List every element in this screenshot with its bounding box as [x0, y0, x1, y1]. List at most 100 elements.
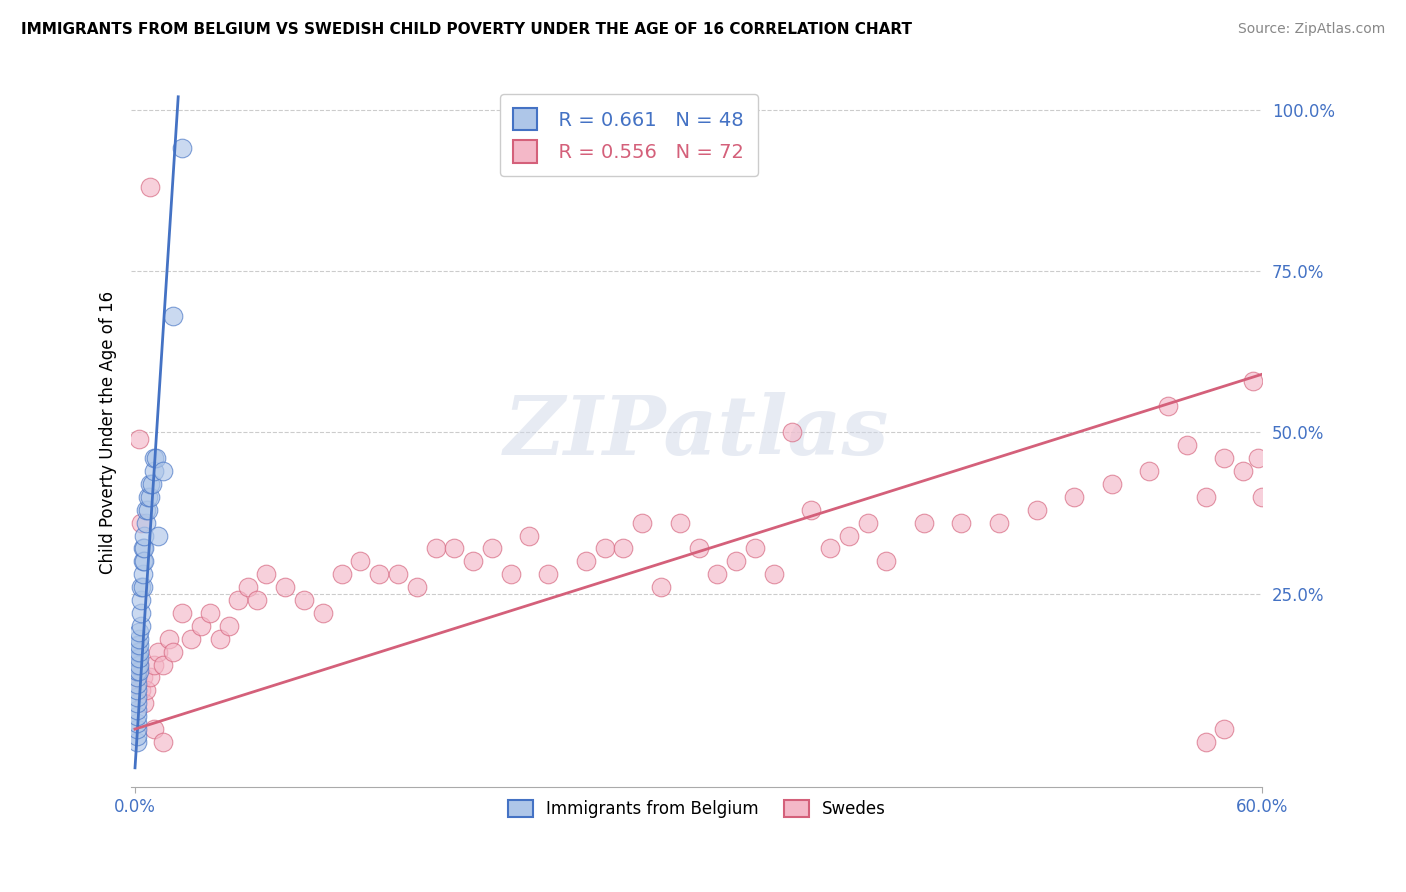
Point: [499, 567, 522, 582]
Point: [461, 554, 484, 568]
Point: [1232, 464, 1254, 478]
Point: [152, 464, 174, 478]
Point: [1195, 490, 1218, 504]
Point: [782, 425, 804, 440]
Point: [136, 490, 159, 504]
Point: [128, 625, 150, 640]
Point: [1025, 502, 1047, 516]
Point: [292, 593, 315, 607]
Point: [134, 554, 156, 568]
Point: [125, 664, 148, 678]
Point: [688, 541, 710, 556]
Text: IMMIGRANTS FROM BELGIUM VS SWEDISH CHILD POVERTY UNDER THE AGE OF 16 CORRELATION: IMMIGRANTS FROM BELGIUM VS SWEDISH CHILD…: [21, 22, 912, 37]
Point: [131, 671, 153, 685]
Point: [170, 606, 193, 620]
Point: [152, 735, 174, 749]
Point: [800, 502, 823, 516]
Point: [1175, 438, 1198, 452]
Point: [1195, 735, 1218, 749]
Point: [1241, 374, 1264, 388]
Legend: Immigrants from Belgium, Swedes: Immigrants from Belgium, Swedes: [501, 794, 893, 825]
Point: [162, 309, 184, 323]
Point: [131, 567, 153, 582]
Point: [443, 541, 465, 556]
Point: [125, 722, 148, 736]
Point: [128, 657, 150, 672]
Point: [125, 696, 148, 710]
Point: [128, 632, 150, 646]
Point: [131, 580, 153, 594]
Point: [208, 632, 231, 646]
Point: [146, 528, 169, 542]
Point: [236, 580, 259, 594]
Point: [1137, 464, 1160, 478]
Point: [125, 645, 148, 659]
Point: [725, 554, 748, 568]
Point: [612, 541, 634, 556]
Point: [631, 516, 654, 530]
Point: [128, 657, 150, 672]
Point: [146, 645, 169, 659]
Point: [128, 432, 150, 446]
Point: [537, 567, 560, 582]
Point: [405, 580, 427, 594]
Point: [128, 638, 150, 652]
Point: [129, 606, 152, 620]
Point: [312, 606, 335, 620]
Point: [125, 638, 148, 652]
Point: [135, 683, 157, 698]
Point: [1101, 477, 1123, 491]
Point: [706, 567, 728, 582]
Point: [1213, 451, 1236, 466]
Point: [650, 580, 672, 594]
Point: [129, 619, 152, 633]
Point: [170, 141, 193, 155]
Point: [838, 528, 860, 542]
Point: [135, 516, 157, 530]
Point: [128, 651, 150, 665]
Point: [125, 671, 148, 685]
Point: [125, 683, 148, 698]
Point: [145, 451, 167, 466]
Point: [125, 729, 148, 743]
Point: [818, 541, 841, 556]
Point: [856, 516, 879, 530]
Point: [128, 664, 150, 678]
Point: [368, 567, 391, 582]
Point: [226, 593, 249, 607]
Point: [142, 451, 165, 466]
Y-axis label: Child Poverty Under the Age of 16: Child Poverty Under the Age of 16: [100, 291, 117, 574]
Point: [162, 645, 184, 659]
Point: [180, 632, 202, 646]
Point: [135, 502, 157, 516]
Point: [139, 180, 162, 194]
Point: [131, 554, 153, 568]
Point: [762, 567, 785, 582]
Point: [125, 715, 148, 730]
Point: [129, 580, 152, 594]
Point: [129, 593, 152, 607]
Point: [139, 490, 162, 504]
Point: [125, 657, 148, 672]
Point: [125, 671, 148, 685]
Point: [131, 541, 153, 556]
Point: [139, 477, 162, 491]
Point: [157, 632, 180, 646]
Point: [218, 619, 240, 633]
Point: [141, 477, 163, 491]
Point: [988, 516, 1011, 530]
Point: [125, 677, 148, 691]
Point: [134, 541, 156, 556]
Point: [125, 735, 148, 749]
Text: ZIPatlas: ZIPatlas: [503, 392, 890, 472]
Point: [142, 464, 165, 478]
Point: [1247, 451, 1270, 466]
Point: [142, 722, 165, 736]
Point: [1251, 490, 1274, 504]
Point: [387, 567, 409, 582]
Point: [136, 502, 159, 516]
Point: [129, 683, 152, 698]
Point: [139, 671, 162, 685]
Point: [246, 593, 269, 607]
Point: [575, 554, 598, 568]
